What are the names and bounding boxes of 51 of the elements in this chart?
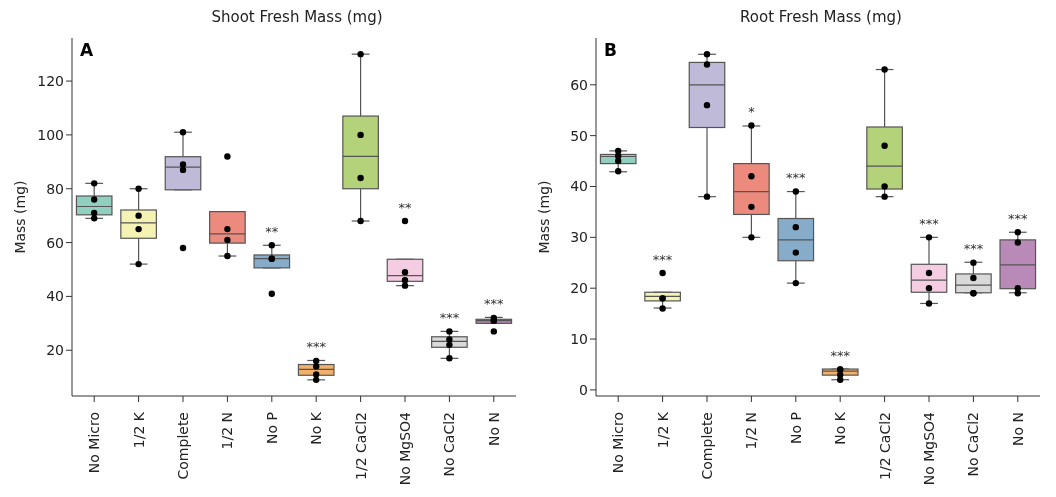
y-tick-label: 60 <box>570 76 588 93</box>
y-tick-label: 60 <box>46 234 64 251</box>
text: *** <box>306 339 326 355</box>
y-tick-label: 20 <box>46 342 64 359</box>
x-tick-label: No K <box>308 411 325 445</box>
x-tick-label: No MgSO4 <box>397 411 413 486</box>
x-tick-label: Complete <box>699 412 715 480</box>
x-tick-label: Complete <box>175 412 191 480</box>
text: *** <box>830 347 850 363</box>
y-tick-label: 50 <box>570 127 588 144</box>
x-tick-label: 1/2 N <box>743 412 760 450</box>
x-tick-label: No Micro <box>610 412 627 474</box>
y-tick-label: 30 <box>570 229 588 246</box>
y-axis-title: Mass (mg) <box>11 180 28 254</box>
x-tick-label: 1/2 N <box>219 412 236 450</box>
x-tick-label: 1/2 CaCl2 <box>876 412 893 480</box>
text: *** <box>484 296 504 312</box>
x-tick-label: No Micro <box>86 412 103 474</box>
y-axis-title: Mass (mg) <box>535 180 552 254</box>
chart-title: Shoot Fresh Mass (mg) <box>210 8 384 28</box>
y-tick-label: 10 <box>570 331 588 348</box>
x-tick-label: No N <box>485 412 502 446</box>
x-tick-label: 1/2 K <box>654 411 671 449</box>
text: * <box>748 104 755 120</box>
text: *** <box>786 170 806 186</box>
x-tick-label: 1/2 CaCl2 <box>352 412 369 480</box>
y-tick-label: 120 <box>37 73 64 90</box>
x-tick-label: No CaCl2 <box>965 412 982 477</box>
chart-title: Root Fresh Mass (mg) <box>739 8 903 28</box>
y-tick-label: 80 <box>46 180 64 197</box>
text: *** <box>919 215 939 231</box>
annotation: A <box>80 40 94 60</box>
text: *** <box>1008 210 1028 226</box>
y-tick-label: 20 <box>570 280 588 297</box>
x-tick-label: No P <box>787 412 804 444</box>
x-tick-label: No N <box>1009 412 1026 446</box>
text: ** <box>398 199 412 215</box>
y-tick-label: 40 <box>570 178 588 195</box>
x-tick-label: 1/2 K <box>130 411 147 449</box>
y-tick-label: 0 <box>579 381 588 398</box>
text: ** <box>265 223 279 239</box>
x-tick-label: No MgSO4 <box>921 411 937 486</box>
x-tick-label: No K <box>832 411 849 445</box>
text: *** <box>963 240 984 256</box>
annotation: B <box>604 40 617 60</box>
y-tick-label: 100 <box>37 126 64 143</box>
text: *** <box>652 251 673 267</box>
text: *** <box>439 310 460 326</box>
x-tick-label: No CaCl2 <box>441 412 458 477</box>
x-tick-label: No P <box>263 412 280 444</box>
y-tick-label: 40 <box>46 288 64 305</box>
